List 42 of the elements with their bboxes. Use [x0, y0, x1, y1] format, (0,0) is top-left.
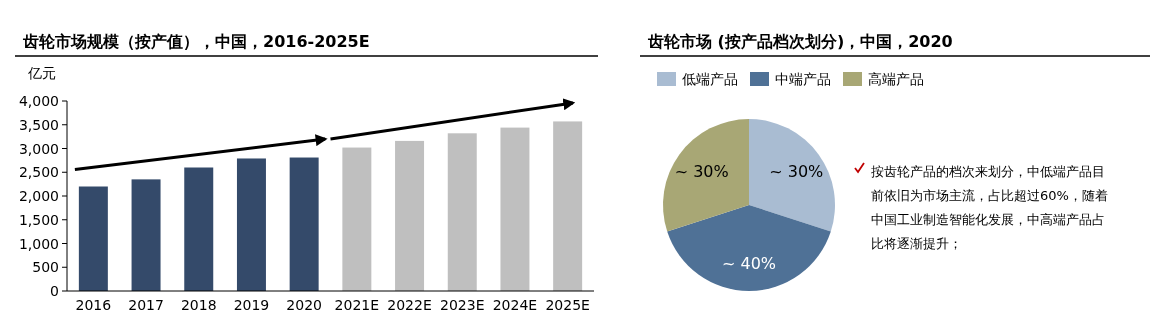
y-tick-label: 0	[50, 283, 59, 299]
bar	[447, 133, 477, 291]
x-tick-label: 2023E	[440, 297, 485, 313]
data-label: ~ 30%	[674, 161, 729, 181]
y-tick-label: 2,500	[18, 164, 59, 181]
bar	[184, 167, 214, 291]
x-tick-label: 2018	[180, 297, 217, 313]
bar	[289, 157, 319, 291]
bar	[236, 158, 266, 291]
x-tick-label: 2016	[75, 297, 112, 313]
y-tick-label: 1,500	[18, 211, 59, 228]
bar	[342, 147, 372, 291]
y-tick-label: 500	[32, 259, 59, 276]
bar	[553, 121, 583, 291]
y-tick-label: 3,000	[18, 140, 59, 157]
y-tick-label: 2,000	[18, 188, 59, 204]
x-tick-label: 2021E	[334, 297, 380, 313]
y-tick-label: 4,000	[18, 93, 59, 109]
x-tick-label: 2017	[128, 297, 164, 313]
pie-slice	[749, 119, 835, 232]
legend-label: 中端产品	[775, 71, 831, 87]
data-label: ~ 30%	[769, 161, 824, 181]
pie-slice	[667, 205, 831, 291]
x-tick-label: 2022E	[387, 297, 432, 313]
x-tick-label: 2019	[233, 297, 270, 313]
data-label: ~ 40%	[721, 254, 777, 274]
x-tick-label: 2020	[286, 297, 322, 313]
text: 按齿轮产品的档次来划分，中低端产品目前依旧为市场主流，占比超过60%，随着中国工业制造智能化发展，中高端产品占比将逐渐提升；	[871, 164, 1108, 251]
legend-label: 高端产品	[868, 71, 924, 87]
bar	[500, 127, 530, 291]
y-tick-label: 1,000	[18, 235, 59, 252]
legend-label: 低端产品	[682, 71, 738, 87]
x-tick-label: 2024E	[492, 297, 538, 313]
y-axis-title: 亿元	[27, 65, 56, 81]
chart-title: 齿轮市场 (按产品档次划分)，中国，2020	[647, 32, 953, 51]
bar	[395, 140, 425, 291]
y-tick-label: 3,500	[18, 116, 59, 133]
bar	[78, 186, 108, 291]
x-tick-label: 2025E	[545, 297, 590, 313]
chart-title: 齿轮市场规模（按产值），中国，2016-2025E	[22, 32, 370, 51]
pie-slice	[663, 119, 749, 232]
bar	[131, 179, 161, 291]
